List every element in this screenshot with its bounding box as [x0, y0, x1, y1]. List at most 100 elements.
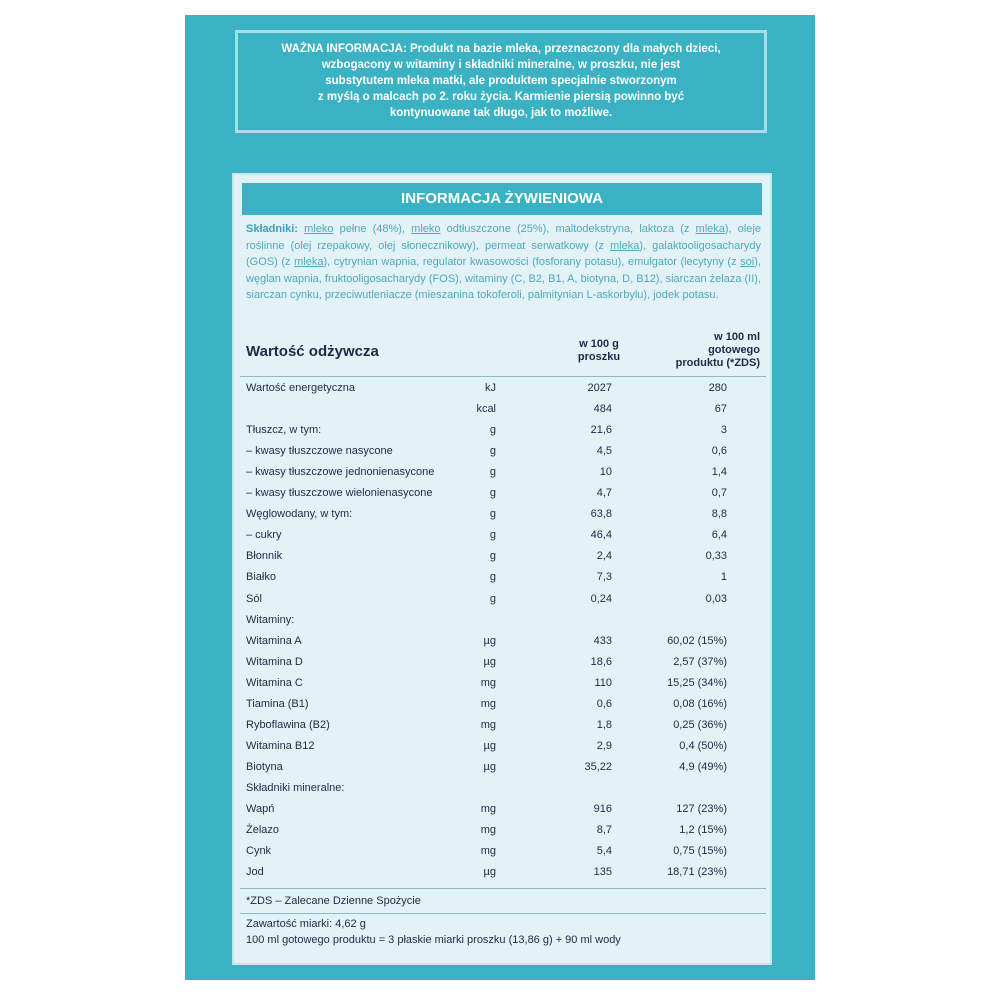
unit: µg [483, 634, 496, 647]
value-100ml: 0,7 [711, 487, 727, 500]
value-100ml: 1,2 (15%) [679, 824, 727, 837]
column-header: w 100 g [579, 338, 619, 350]
ingredient-text: ), oleje roślinne (olej rzepakowy, olej … [246, 223, 761, 252]
value-100ml: 15,25 (34%) [667, 676, 727, 689]
nutrient-name: Węglowodany, w tym: [246, 508, 353, 521]
unit: mg [480, 845, 496, 858]
ingredients: Składniki: mleko pełne (48%), mleko odtł… [246, 221, 761, 304]
value-100ml: 4,9 (49%) [679, 760, 727, 773]
nutrient-name: Tiamina (B1) [246, 697, 309, 710]
nutrient-name: Witamina D [246, 655, 303, 668]
unit: g [489, 466, 496, 479]
value-100g: 2,9 [596, 739, 612, 752]
notice-line: z myślą o malcach po 2. roku życia. Karm… [317, 91, 685, 103]
nutrient-name: Tłuszcz, w tym: [246, 424, 322, 437]
notice-line: substytutem mleka matki, ale produktem s… [325, 75, 677, 87]
value-100ml: 0,4 (50%) [679, 739, 727, 752]
value-100g: 433 [593, 634, 612, 647]
footer-line: Zawartość miarki: 4,62 g [246, 918, 366, 930]
value-100g: 135 [593, 866, 612, 879]
value-100g: 10 [599, 466, 612, 479]
unit: mg [480, 697, 496, 710]
value-100ml: 18,71 (23%) [667, 866, 727, 879]
value-100g: 46,4 [590, 529, 612, 542]
nutrient-name: Witamina C [246, 676, 303, 689]
notice-line: wzbogacony w witaminy i składniki minera… [321, 59, 681, 71]
unit: mg [480, 718, 496, 731]
unit: mg [480, 824, 496, 837]
value-100g: 0,24 [590, 592, 612, 605]
panel-title: INFORMACJA ŻYWIENIOWA [242, 183, 762, 215]
nutrient-name: Cynk [246, 845, 272, 858]
ingredient-text: mleka [294, 256, 324, 268]
ingredient-text: ), węglan wapnia, fruktooligosacharydy (… [246, 256, 761, 301]
unit: kcal [476, 403, 496, 416]
value-100g: 1,8 [596, 718, 612, 731]
value-100g: 4,7 [596, 487, 612, 500]
value-100g: 8,7 [596, 824, 612, 837]
ingredient-text: odtłuszczone (25%), maltodekstryna, lakt… [440, 223, 696, 235]
ingredient-text: mleka [695, 223, 725, 235]
nutrient-name: – cukry [246, 529, 282, 542]
ingredient-text: ), galaktooligosacharydy (GOS) (z [246, 239, 761, 269]
value-100ml: 60,02 (15%) [667, 634, 727, 647]
value-100ml: 0,08 (16%) [673, 697, 727, 710]
value-100ml: 8,8 [711, 508, 727, 521]
value-100ml: 0,75 (15%) [673, 845, 727, 858]
ingredients-label: Składniki: [246, 223, 298, 235]
unit: kJ [485, 382, 496, 394]
nutrient-name: Witamina A [246, 634, 302, 647]
unit: g [489, 592, 496, 605]
nutrient-name: Białko [246, 571, 276, 584]
unit: g [489, 508, 496, 521]
nutrient-name: Żelazo [246, 824, 280, 837]
unit: g [489, 445, 496, 458]
ingredient-text: mleko [304, 223, 334, 235]
nutrient-name: – kwasy tłuszczowe wielonienasycone [246, 487, 433, 500]
value-100g: 35,22 [584, 760, 612, 773]
value-100ml: 2,57 (37%) [673, 655, 727, 668]
value-100g: 21,6 [590, 424, 612, 437]
nutrient-name: – kwasy tłuszczowe jednonienasycone [246, 466, 435, 479]
value-100ml: 3 [720, 424, 727, 437]
nutrient-name: Jod [246, 866, 264, 879]
value-100g: 18,6 [590, 655, 612, 668]
value-100g: 4,5 [596, 445, 612, 458]
value-100ml: 0,03 [705, 592, 727, 605]
value-100ml: 6,4 [711, 529, 727, 542]
column-header: produktu (*ZDS) [675, 357, 760, 369]
value-100g: 2,4 [596, 550, 612, 563]
ingredient-text: mleko [411, 223, 441, 235]
ingredient-text: mleka [610, 239, 640, 252]
value-100g: 63,8 [590, 508, 612, 521]
unit: µg [483, 739, 496, 752]
important-notice: WAŻNA INFORMACJA: Produkt na bazie mleka… [235, 30, 767, 133]
value-100ml: 127 (23%) [676, 803, 727, 815]
value-100g: 0,6 [596, 697, 612, 710]
notice-line: kontynuowane tak długo, jak to możliwe. [389, 107, 613, 119]
unit: mg [480, 803, 496, 815]
value-100ml: 0,25 (36%) [673, 718, 727, 731]
footnote: *ZDS – Zalecane Dzienne Spożycie [246, 895, 421, 907]
unit: g [489, 424, 496, 437]
divider [240, 888, 766, 889]
nutrient-name: Błonnik [246, 550, 283, 563]
value-100ml: 67 [714, 403, 727, 416]
unit: g [489, 571, 496, 584]
value-100ml: 0,6 [711, 445, 727, 458]
divider [240, 376, 766, 377]
value-100g: 916 [593, 803, 612, 815]
unit: g [489, 487, 496, 500]
value-100g: 7,3 [596, 571, 612, 584]
nutrient-name: Sól [246, 592, 262, 605]
nutrient-name: Wartość energetyczna [246, 382, 356, 394]
value-100g: 2027 [587, 382, 612, 394]
nutrition-panel: INFORMACJA ŻYWIENIOWA Składniki: mleko p… [232, 173, 772, 965]
unit: µg [483, 866, 496, 879]
divider [240, 913, 766, 914]
nutrient-name: Biotyna [246, 760, 283, 773]
nutrient-name: Witamina B12 [246, 739, 315, 752]
ingredient-text: pełne (48%), [333, 223, 412, 235]
value-100g: 5,4 [596, 845, 612, 858]
